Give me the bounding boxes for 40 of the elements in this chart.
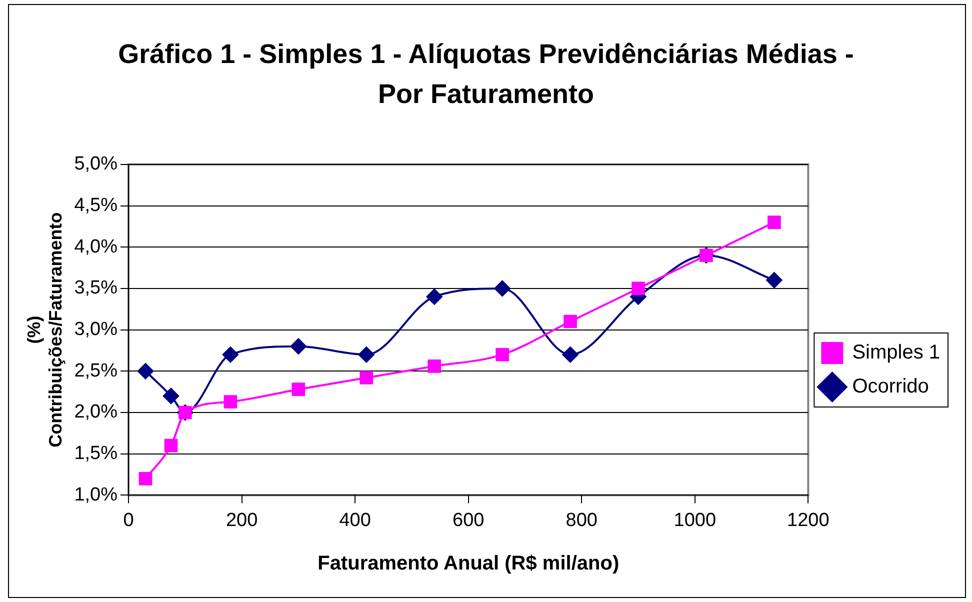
point — [562, 346, 578, 363]
point — [766, 272, 782, 288]
y-tick-label: 3,0% — [74, 319, 118, 340]
point — [138, 472, 152, 486]
chart-title: Gráfico 1 - Simples 1 - Alíquotas Previdênciárias Médias - Por Faturamento — [117, 38, 855, 111]
point — [496, 348, 509, 362]
point — [290, 338, 306, 354]
x-tick-label: 0 — [123, 510, 134, 531]
x-tick-label: 800 — [566, 510, 598, 531]
y-tick-label: 1,0% — [74, 484, 118, 506]
x-tick-label: 1000 — [674, 510, 716, 531]
point — [360, 371, 374, 384]
x-tick-label: 600 — [452, 510, 484, 531]
point — [164, 438, 178, 452]
point — [162, 388, 179, 404]
point — [494, 280, 510, 296]
legend-label: Ocorrido — [852, 376, 929, 398]
y-tick-label: 2,5% — [74, 360, 118, 382]
y-tick-label: 3,5% — [74, 278, 118, 299]
point — [222, 346, 238, 363]
point — [138, 363, 154, 380]
point — [358, 346, 374, 363]
y-tick-label: 5,0% — [74, 154, 118, 175]
point — [768, 216, 781, 229]
y-tick-label: 4,0% — [74, 236, 118, 258]
x-tick-label: 400 — [339, 510, 371, 531]
y-axis-title: (%) Contribuições/Faturamento — [24, 212, 66, 448]
point — [292, 382, 306, 396]
x-tick-label: 200 — [226, 510, 258, 531]
point — [632, 282, 645, 296]
y-tick-label: 2,0% — [74, 402, 118, 423]
point — [426, 288, 442, 305]
x-tick-label: 1200 — [787, 510, 830, 531]
point — [428, 360, 442, 373]
y-tick-label: 1,5% — [74, 443, 118, 464]
legend-label: Simples 1 — [852, 342, 940, 364]
point — [564, 314, 577, 328]
point — [224, 395, 238, 408]
x-axis-title: Faturamento Anual (R$ mil/ano) — [318, 552, 620, 575]
y-tick-label: 4,5% — [74, 194, 118, 216]
